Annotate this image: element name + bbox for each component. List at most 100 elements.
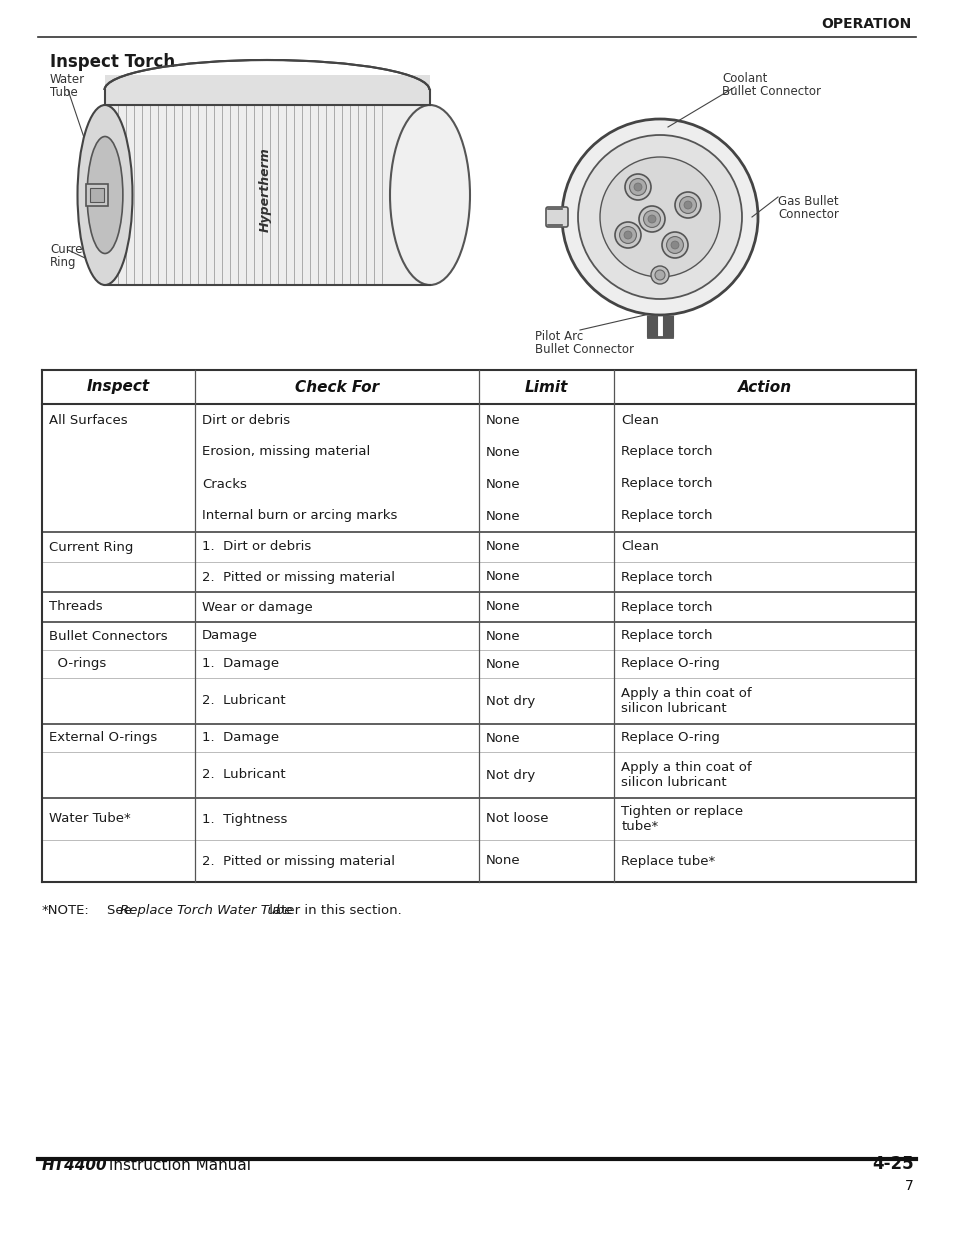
Circle shape <box>683 201 691 209</box>
Circle shape <box>661 232 687 258</box>
Text: Clean: Clean <box>620 541 659 553</box>
Text: 2.  Lubricant: 2. Lubricant <box>202 694 285 708</box>
Circle shape <box>615 222 640 248</box>
Text: OPERATION: OPERATION <box>821 17 911 31</box>
Text: Bullet Connectors: Bullet Connectors <box>49 630 168 642</box>
FancyBboxPatch shape <box>105 105 430 285</box>
Text: Apply a thin coat of: Apply a thin coat of <box>620 688 751 700</box>
Text: 4-25: 4-25 <box>871 1155 913 1173</box>
Text: Replace torch: Replace torch <box>620 630 712 642</box>
Text: Not loose: Not loose <box>485 813 548 825</box>
Text: Replace torch: Replace torch <box>620 510 712 522</box>
Text: External O-rings: External O-rings <box>49 731 157 745</box>
Text: Hypertherm: Hypertherm <box>258 148 272 232</box>
Text: None: None <box>485 510 520 522</box>
Circle shape <box>561 119 758 315</box>
Circle shape <box>639 206 664 232</box>
Text: Cracks: Cracks <box>202 478 247 490</box>
Text: Not dry: Not dry <box>485 768 535 782</box>
Text: None: None <box>485 414 520 426</box>
Text: Replace O-ring: Replace O-ring <box>620 731 720 745</box>
Text: 1.  Tightness: 1. Tightness <box>202 813 287 825</box>
FancyBboxPatch shape <box>545 207 567 227</box>
Circle shape <box>578 135 741 299</box>
Circle shape <box>675 191 700 219</box>
Circle shape <box>643 210 659 227</box>
Text: Damage: Damage <box>202 630 257 642</box>
Circle shape <box>624 174 650 200</box>
Ellipse shape <box>77 105 132 285</box>
Circle shape <box>679 196 696 214</box>
Text: Pilot Arc: Pilot Arc <box>535 330 582 343</box>
Text: 1.  Dirt or debris: 1. Dirt or debris <box>202 541 311 553</box>
Text: Ring: Ring <box>50 256 76 269</box>
FancyBboxPatch shape <box>86 184 108 206</box>
Text: 2.  Pitted or missing material: 2. Pitted or missing material <box>202 571 395 583</box>
Text: Current Ring: Current Ring <box>49 541 133 553</box>
Text: Internal burn or arcing marks: Internal burn or arcing marks <box>202 510 396 522</box>
Text: Threads: Threads <box>49 600 103 614</box>
Text: Apply a thin coat of: Apply a thin coat of <box>620 762 751 774</box>
Text: HT4400: HT4400 <box>42 1158 108 1173</box>
Text: Connector: Connector <box>778 207 838 221</box>
Text: Replace tube*: Replace tube* <box>620 855 715 867</box>
Text: 1.  Damage: 1. Damage <box>202 657 279 671</box>
Circle shape <box>666 237 682 253</box>
Text: Check For: Check For <box>294 379 378 394</box>
Text: Inspect Torch: Inspect Torch <box>50 53 175 70</box>
Circle shape <box>618 226 636 243</box>
Text: Bullet Connector: Bullet Connector <box>535 343 634 356</box>
Circle shape <box>650 266 668 284</box>
Text: Water Tube*: Water Tube* <box>49 813 131 825</box>
Text: Current: Current <box>50 243 94 256</box>
Text: None: None <box>485 630 520 642</box>
FancyBboxPatch shape <box>105 75 430 105</box>
Text: Not dry: Not dry <box>485 694 535 708</box>
Text: Coolant: Coolant <box>721 72 766 85</box>
Text: 1.  Damage: 1. Damage <box>202 731 279 745</box>
Circle shape <box>647 215 656 222</box>
Text: *NOTE:: *NOTE: <box>42 904 90 918</box>
Text: silicon lubricant: silicon lubricant <box>620 701 726 715</box>
Text: None: None <box>485 657 520 671</box>
Text: Inspect: Inspect <box>87 379 150 394</box>
Text: Clean: Clean <box>620 414 659 426</box>
Ellipse shape <box>390 105 470 285</box>
Circle shape <box>599 157 720 277</box>
Text: Replace Torch Water Tube: Replace Torch Water Tube <box>120 904 292 918</box>
Text: Tighten or replace: Tighten or replace <box>620 805 742 819</box>
Text: tube*: tube* <box>620 820 658 832</box>
Text: Replace torch: Replace torch <box>620 446 712 458</box>
Text: Replace O-ring: Replace O-ring <box>620 657 720 671</box>
Text: Erosion, missing material: Erosion, missing material <box>202 446 370 458</box>
Circle shape <box>670 241 679 249</box>
Text: Water: Water <box>50 73 85 86</box>
Text: Bullet Connector: Bullet Connector <box>721 85 821 98</box>
Circle shape <box>623 231 631 238</box>
Text: See: See <box>90 904 136 918</box>
Circle shape <box>629 179 646 195</box>
FancyBboxPatch shape <box>90 188 104 203</box>
Text: Replace torch: Replace torch <box>620 571 712 583</box>
Text: None: None <box>485 855 520 867</box>
Text: later in this section.: later in this section. <box>265 904 401 918</box>
Text: Limit: Limit <box>524 379 568 394</box>
Text: 7: 7 <box>904 1179 913 1193</box>
Circle shape <box>634 183 641 191</box>
Circle shape <box>655 270 664 280</box>
Text: Replace torch: Replace torch <box>620 478 712 490</box>
Text: None: None <box>485 600 520 614</box>
Text: O-rings: O-rings <box>49 657 106 671</box>
Text: 2.  Lubricant: 2. Lubricant <box>202 768 285 782</box>
Text: Dirt or debris: Dirt or debris <box>202 414 290 426</box>
Text: Gas Bullet: Gas Bullet <box>778 195 838 207</box>
Text: None: None <box>485 478 520 490</box>
Text: None: None <box>485 731 520 745</box>
Text: None: None <box>485 446 520 458</box>
Text: All Surfaces: All Surfaces <box>49 414 128 426</box>
Text: Wear or damage: Wear or damage <box>202 600 313 614</box>
Text: Action: Action <box>738 379 792 394</box>
Text: None: None <box>485 571 520 583</box>
Text: None: None <box>485 541 520 553</box>
Text: Tube: Tube <box>50 86 77 99</box>
